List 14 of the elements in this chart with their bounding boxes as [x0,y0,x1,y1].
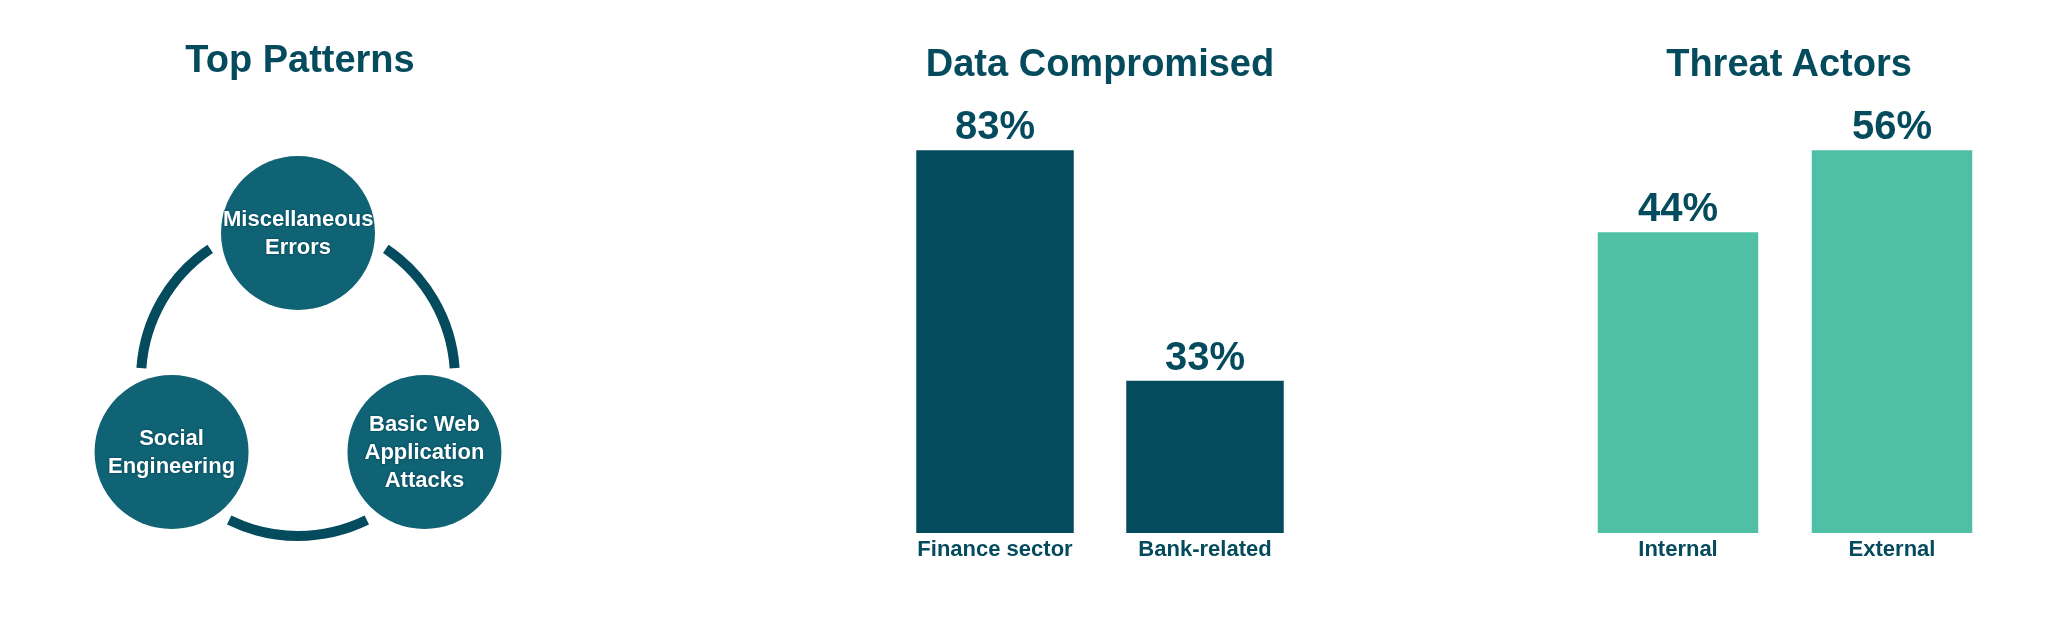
data-label: 44% [1637,185,1719,230]
text: Basic Web Application Attacks [363,410,486,494]
text: Social Engineering [107,424,237,480]
x-tick-label: Finance sector [917,536,1074,561]
data-label: 83% [954,103,1036,148]
text: Top Patterns [184,38,416,81]
x-tick-label: External [1848,536,1936,561]
x-tick-label: Internal [1638,536,1718,561]
x-tick-label: Bank-related [1138,536,1272,561]
chart-title: Threat Actors [1666,41,1912,84]
text: Miscellaneous Errors [223,205,374,261]
data-label: 33% [1164,333,1246,378]
data-label: 56% [1851,103,1933,148]
chart-title: Data Compromised [925,41,1275,84]
